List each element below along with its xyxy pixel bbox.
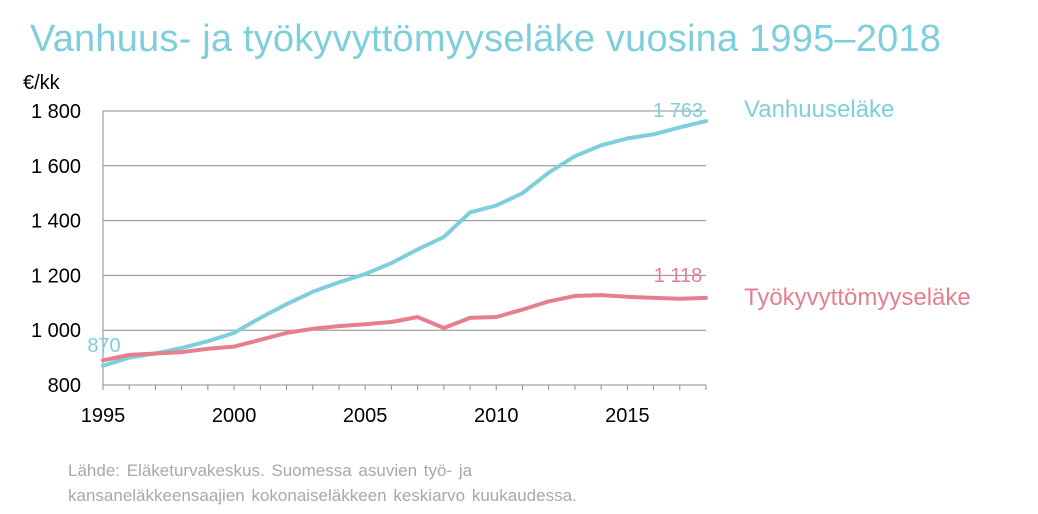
series-line-tyokyvyttomyyselake bbox=[101, 293, 708, 363]
end-value-label: 1 118 bbox=[654, 265, 703, 287]
series-lines bbox=[101, 119, 708, 368]
y-tick-label: 1 000 bbox=[31, 320, 81, 342]
end-value-label: 1 763 bbox=[653, 100, 703, 122]
y-tick-label: 1 600 bbox=[31, 156, 81, 178]
y-tick-label: 800 bbox=[48, 375, 81, 397]
source-note: Lähde: Eläketurvakeskus. Suomessa asuvie… bbox=[68, 458, 577, 508]
series-name-label: Vanhuuseläke bbox=[744, 96, 894, 123]
data-labels: 1 763 Vanhuuseläke 870 1 118 Työkyvyttömyyse… bbox=[87, 96, 970, 357]
y-tick-label: 1 400 bbox=[31, 211, 81, 233]
source-line-1: Lähde: Eläketurvakeskus. Suomessa asuvie… bbox=[68, 461, 473, 480]
y-tick-label: 1 800 bbox=[31, 101, 81, 123]
x-tick-label: 2010 bbox=[474, 405, 519, 427]
chart-title: Vanhuus- ja työkyvyttömyyseläke vuosina … bbox=[30, 18, 942, 60]
source-line-2: kansaneläkkeensaajien kokonaiseläkkeen k… bbox=[68, 486, 577, 505]
gridlines bbox=[103, 110, 706, 331]
y-tick-label: 1 200 bbox=[31, 265, 81, 287]
x-tick-label: 1995 bbox=[81, 405, 126, 427]
series-line-vanhuuselake bbox=[101, 119, 708, 368]
x-tick-label: 2000 bbox=[212, 405, 257, 427]
x-tick-label: 2005 bbox=[343, 405, 388, 427]
series-name-label: Työkyvyttömyyseläke bbox=[744, 284, 971, 311]
x-tick-label: 2015 bbox=[605, 405, 650, 427]
y-axis-label: €/kk bbox=[23, 72, 61, 94]
axes: 800 1 000 1 200 1 400 1 600 1 800 €/kk 1995 2000… bbox=[23, 72, 707, 427]
start-value-label: 870 bbox=[87, 335, 120, 357]
